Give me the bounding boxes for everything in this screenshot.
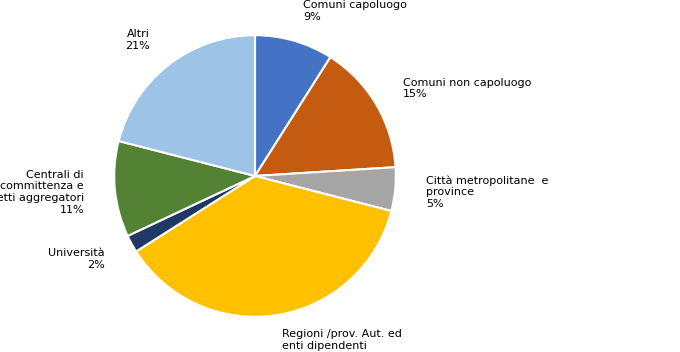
Wedge shape bbox=[136, 176, 392, 317]
Wedge shape bbox=[114, 141, 255, 236]
Wedge shape bbox=[255, 57, 396, 176]
Text: Università
2%: Università 2% bbox=[48, 248, 105, 270]
Text: Altri
21%: Altri 21% bbox=[125, 30, 150, 51]
Text: Comuni non capoluogo
15%: Comuni non capoluogo 15% bbox=[403, 78, 531, 99]
Text: Centrali di
committenza e
soggetti aggregatori
11%: Centrali di committenza e soggetti aggre… bbox=[0, 170, 84, 215]
Text: Comuni capoluogo
9%: Comuni capoluogo 9% bbox=[303, 0, 407, 22]
Wedge shape bbox=[128, 176, 255, 251]
Wedge shape bbox=[118, 35, 255, 176]
Wedge shape bbox=[255, 35, 330, 176]
Text: Regioni /prov. Aut. ed
enti dipendenti
37%: Regioni /prov. Aut. ed enti dipendenti 3… bbox=[282, 329, 402, 352]
Text: Città metropolitane  e
province
5%: Città metropolitane e province 5% bbox=[426, 175, 548, 209]
Wedge shape bbox=[255, 167, 396, 211]
